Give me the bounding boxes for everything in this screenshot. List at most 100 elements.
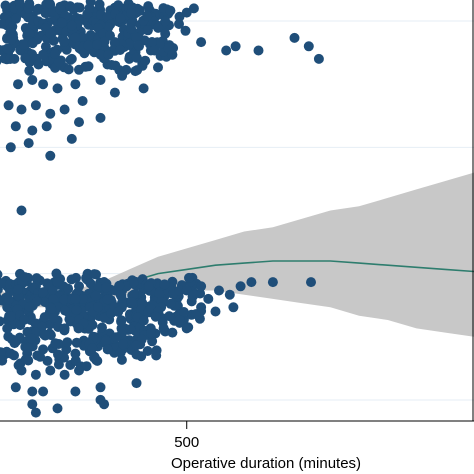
data-point-584 xyxy=(144,281,154,292)
data-point-742 xyxy=(174,315,185,325)
data-point-119 xyxy=(102,11,113,22)
data-point-162 xyxy=(126,8,137,18)
data-point-911 xyxy=(203,293,214,304)
data-point-780 xyxy=(39,312,50,323)
data-point-903 xyxy=(151,345,162,356)
data-point-386 xyxy=(59,104,70,115)
data-point-856 xyxy=(23,355,34,366)
data-point-378 xyxy=(52,83,63,94)
data-point-411 xyxy=(313,53,324,64)
data-point-67 xyxy=(47,6,58,17)
data-point-28 xyxy=(14,0,25,7)
data-point-606 xyxy=(154,289,165,300)
data-point-407 xyxy=(230,41,241,52)
data-point-392 xyxy=(41,121,52,132)
data-point-483 xyxy=(37,287,48,298)
data-point-377 xyxy=(38,79,49,90)
data-point-820 xyxy=(125,324,136,335)
data-point-402 xyxy=(188,3,199,14)
data-point-373 xyxy=(147,37,157,47)
data-point-374 xyxy=(149,45,160,56)
data-point-410 xyxy=(303,41,314,52)
data-point-821 xyxy=(150,311,161,322)
data-point-404 xyxy=(167,49,178,60)
data-point-389 xyxy=(138,83,149,94)
data-point-651 xyxy=(59,294,70,305)
data-point-870 xyxy=(53,359,64,370)
data-point-844 xyxy=(0,347,6,358)
x-axis-title: Operative duration (minutes) xyxy=(171,455,361,472)
data-point-607 xyxy=(174,285,185,296)
data-point-671 xyxy=(77,294,88,304)
data-point-688 xyxy=(126,297,137,308)
data-point-685 xyxy=(129,289,139,300)
data-point-561 xyxy=(114,280,125,291)
data-point-751 xyxy=(6,311,16,322)
data-point-353 xyxy=(132,65,143,76)
data-point-357 xyxy=(140,55,151,66)
data-point-178 xyxy=(180,25,191,36)
data-point-138 xyxy=(113,0,124,11)
data-point-681 xyxy=(70,294,81,305)
data-point-932 xyxy=(95,382,106,393)
data-point-778 xyxy=(40,330,51,341)
data-point-902 xyxy=(136,351,147,362)
data-point-165 xyxy=(174,19,184,29)
data-point-862 xyxy=(38,344,49,355)
data-point-399 xyxy=(160,28,171,39)
data-point-696 xyxy=(93,302,103,313)
data-point-398 xyxy=(66,133,77,144)
data-point-677 xyxy=(71,305,82,315)
data-point-223 xyxy=(57,17,67,28)
data-point-283 xyxy=(126,23,137,34)
data-point-771 xyxy=(19,314,30,325)
data-point-929 xyxy=(27,386,38,397)
data-point-329 xyxy=(66,53,77,64)
data-point-336 xyxy=(83,61,94,72)
data-point-294 xyxy=(0,58,1,65)
data-point-905 xyxy=(111,332,122,343)
data-point-408 xyxy=(253,45,264,56)
data-point-504 xyxy=(71,272,81,283)
data-point-301 xyxy=(19,40,29,50)
data-point-393 xyxy=(74,117,84,128)
data-point-928 xyxy=(10,382,21,393)
data-point-394 xyxy=(95,112,106,123)
data-point-388 xyxy=(109,87,120,98)
data-point-891 xyxy=(87,343,98,354)
data-point-249 xyxy=(67,20,77,31)
data-point-102 xyxy=(68,4,79,15)
data-point-344 xyxy=(95,49,106,60)
data-point-716 xyxy=(165,298,176,309)
data-point-176 xyxy=(142,11,153,21)
data-point-384 xyxy=(30,100,41,111)
data-point-847 xyxy=(5,348,16,359)
data-point-559 xyxy=(115,290,126,301)
data-point-922 xyxy=(181,323,192,334)
data-point-787 xyxy=(59,323,70,334)
data-point-376 xyxy=(27,75,38,85)
data-point-108 xyxy=(94,0,105,10)
data-point-369 xyxy=(131,52,142,63)
data-point-689 xyxy=(90,290,101,301)
data-point-454 xyxy=(31,273,42,284)
data-point-313 xyxy=(27,38,38,49)
data-point-391 xyxy=(27,125,38,136)
data-point-708 xyxy=(113,306,124,317)
data-point-931 xyxy=(70,386,81,397)
data-point-390 xyxy=(10,121,21,132)
data-point-916 xyxy=(267,277,278,288)
data-point-543 xyxy=(101,282,112,293)
data-point-396 xyxy=(23,138,34,149)
data-point-815 xyxy=(116,316,127,327)
data-point-930 xyxy=(38,386,49,397)
data-point-360 xyxy=(133,40,144,51)
data-point-335 xyxy=(99,36,110,47)
data-point-920 xyxy=(228,302,239,313)
data-point-913 xyxy=(224,289,235,300)
data-point-666 xyxy=(60,305,70,316)
x-axis-ticks: 500 xyxy=(174,421,199,451)
data-point-409 xyxy=(289,32,300,43)
data-point-865 xyxy=(53,349,63,360)
